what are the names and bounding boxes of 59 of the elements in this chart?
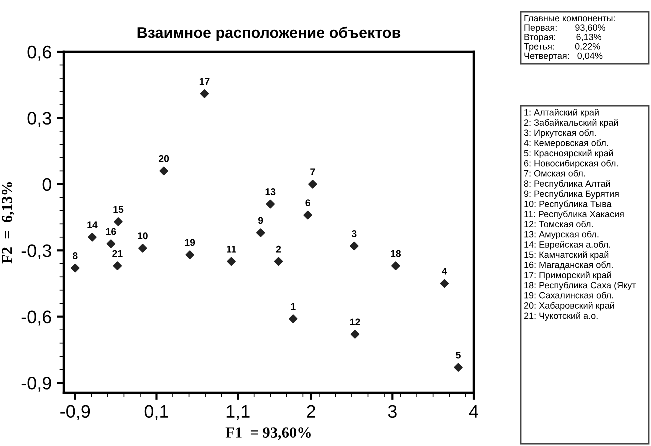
x-tick-label: 1,1 bbox=[226, 405, 250, 420]
annotation: 14 bbox=[88, 222, 98, 228]
x-tick-label: -0,9 bbox=[60, 405, 90, 420]
chart-title: Взаимное расположение объектов bbox=[138, 26, 401, 42]
point bbox=[256, 228, 266, 238]
annotation: 3 bbox=[352, 230, 357, 238]
point bbox=[350, 242, 359, 251]
point bbox=[71, 264, 80, 273]
annotation: 2 bbox=[276, 246, 282, 253]
point bbox=[138, 244, 148, 253]
annotation: 17 bbox=[200, 78, 210, 85]
x-tick-label: 3 bbox=[388, 405, 397, 418]
point bbox=[106, 240, 116, 248]
point bbox=[289, 314, 298, 324]
point bbox=[308, 180, 318, 189]
y-tick-label: 0 bbox=[42, 178, 52, 192]
point bbox=[392, 262, 400, 270]
annotation: 9 bbox=[258, 217, 264, 224]
annotation: 20 bbox=[158, 155, 170, 162]
point bbox=[88, 233, 97, 242]
annotation: 5 bbox=[456, 352, 461, 359]
annotation: 11 bbox=[227, 246, 236, 253]
y-tick-label: -0,3 bbox=[22, 244, 52, 260]
annotation: 6 bbox=[306, 200, 310, 206]
annotation: 16 bbox=[106, 228, 116, 236]
annotation: 15 bbox=[114, 206, 124, 214]
annotation: 21 bbox=[112, 250, 123, 258]
point bbox=[113, 262, 122, 270]
point bbox=[350, 330, 360, 339]
point bbox=[200, 90, 210, 98]
y-tick-label: -0,9 bbox=[22, 377, 52, 392]
annotation: 12 bbox=[350, 318, 360, 326]
text: Главные компоненты: Первая: 93,60% Вторая: 6,13% Третья: 0,22% Четвертая: 0,04% bbox=[524, 15, 615, 62]
annotation: 8 bbox=[72, 252, 78, 260]
y-tick-label: -0,6 bbox=[22, 310, 52, 326]
point bbox=[227, 257, 236, 266]
annotation: 4 bbox=[442, 268, 448, 275]
point bbox=[160, 166, 168, 176]
x-tick-label: 2 bbox=[307, 405, 316, 418]
y-axis-title: F2 = 6,13% bbox=[2, 182, 15, 264]
point bbox=[274, 257, 284, 266]
y-tick-label: 0,6 bbox=[28, 46, 52, 61]
x-axis-title: F1 = 93,60% bbox=[226, 428, 311, 440]
annotation: 10 bbox=[138, 232, 148, 240]
point bbox=[114, 218, 123, 226]
y-tick-label: 0,3 bbox=[28, 112, 52, 128]
annotation: 1 bbox=[291, 303, 296, 310]
x-tick-label: 0,1 bbox=[144, 405, 168, 420]
point bbox=[186, 250, 194, 260]
annotation: 18 bbox=[391, 250, 402, 258]
point bbox=[454, 363, 463, 372]
annotation: 13 bbox=[266, 188, 276, 196]
text: 1: Алтайский край 2: Забайкальский край 3: Иркутская обл. 4: Кемеровская обл. 5: Красноярский край 6: Новосибирская обл. 7: Омская обл. 8: Республика Алтай 9: Республика Бурятия 10: Республика Тыва 11: Республика Хакасия 12: Томская обл. 13: Амурская обл. 14: Еврейская а.обл. 15: Камчатский край 16: Магаданская обл. 17: Приморский край 18: Республика Саха (Якут 19: Сахалинская обл. 20: Хабаровский край 21: Чукотский а.о. bbox=[524, 109, 636, 321]
point bbox=[440, 279, 450, 288]
annotation: 19 bbox=[185, 239, 196, 246]
x-tick-label: 4 bbox=[469, 405, 478, 418]
point bbox=[266, 200, 275, 209]
point bbox=[304, 210, 312, 220]
annotation: 7 bbox=[310, 168, 316, 176]
